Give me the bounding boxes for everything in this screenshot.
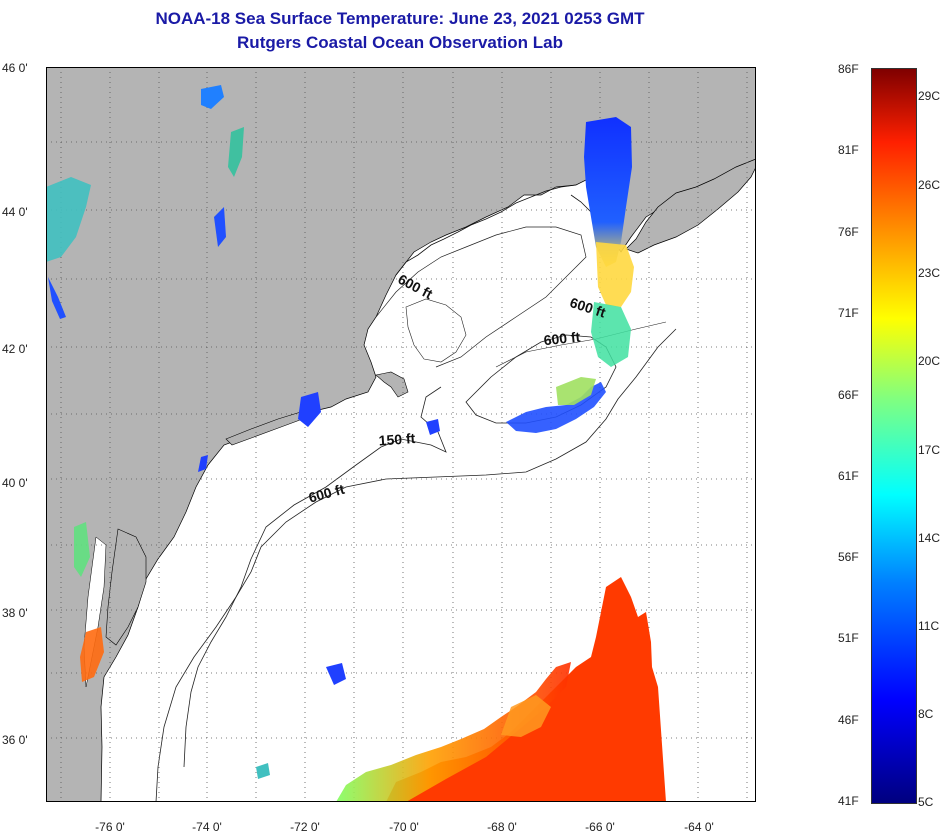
sst-nova-scotia-edge: [596, 242, 634, 307]
contour-600ft-south: [155, 328, 677, 802]
colorbar-f-label: 76F: [838, 225, 859, 239]
land-delmarva: [105, 528, 147, 646]
sst-block-island: [298, 392, 321, 427]
colorbar-c-label: 11C: [918, 619, 940, 633]
colorbar-c-label: 17C: [918, 443, 941, 457]
lat-label-40: 40 0': [2, 476, 28, 490]
sst-georges-bank: [506, 382, 606, 433]
contour-inner-gulf: [405, 298, 467, 363]
colorbar-c-label: 26C: [918, 178, 941, 192]
lon-label-76: -76 0': [95, 820, 125, 834]
sst-speck-3: [256, 763, 270, 779]
sst-western-streak: [48, 277, 66, 319]
colorbar-c-label: 5C: [918, 795, 934, 809]
colorbar-f-label: 81F: [838, 143, 859, 157]
sst-map: 600 ft 600 ft 600 ft 150 ft 600 ft: [46, 67, 756, 802]
sst-fundy-cold: [584, 117, 632, 267]
lon-label-70: -70 0': [389, 820, 419, 834]
colorbar-c-label: 23C: [918, 266, 941, 280]
sst-gulf-stream: [386, 577, 666, 802]
colorbar-c-label: 14C: [918, 531, 941, 545]
contour-label-3: 600 ft: [543, 329, 581, 349]
contour-georges-bank: [465, 334, 617, 424]
colorbar-f-label: 61F: [838, 469, 859, 483]
lat-label-38: 38 0': [2, 606, 28, 620]
map-title: NOAA-18 Sea Surface Temperature: June 23…: [155, 9, 645, 28]
sst-patches: [46, 85, 666, 802]
gulf-of-maine-shelf: [375, 226, 587, 368]
colorbar-f-label: 51F: [838, 631, 859, 645]
colorbar-f-label: 66F: [838, 388, 859, 402]
sst-speck-4: [198, 455, 208, 472]
lat-label-44: 44 0': [2, 205, 28, 219]
sst-western-edge: [46, 177, 91, 262]
lon-label-74: -74 0': [192, 820, 222, 834]
colorbar-c-label: 20C: [918, 354, 941, 368]
sst-scotian-shelf: [591, 302, 631, 367]
colorbar-f-label: 46F: [838, 713, 859, 727]
lon-label-64: -64 0': [684, 820, 714, 834]
sst-lake-patch-3: [214, 207, 226, 247]
sst-lake-patch-1: [201, 85, 224, 109]
lat-label-36: 36 0': [2, 733, 28, 747]
contour-shelf-line: [495, 321, 667, 368]
colorbar-f-label: 86F: [838, 62, 859, 76]
sst-chesapeake: [80, 627, 104, 682]
lon-label-68: -68 0': [487, 820, 517, 834]
sst-georges-warm: [556, 377, 596, 405]
sst-orange-streaks: [501, 695, 551, 737]
sst-lake-patch-2: [228, 127, 244, 177]
colorbar-f-label: 71F: [838, 306, 859, 320]
sst-speck-1: [326, 663, 346, 685]
lat-label-42: 42 0': [2, 342, 28, 356]
contour-label-4: 150 ft: [378, 430, 416, 449]
sst-gulf-stream-edge: [336, 662, 571, 802]
contour-150ft: [183, 386, 447, 768]
lon-label-66: -66 0': [585, 820, 615, 834]
lon-label-72: -72 0': [290, 820, 320, 834]
map-subtitle: Rutgers Coastal Ocean Observation Lab: [237, 33, 563, 52]
land-cape-cod: [375, 371, 409, 398]
colorbar-c-label: 8C: [918, 707, 934, 721]
map-border: [46, 67, 756, 802]
grid-lines: [46, 67, 756, 802]
coastline-detail: [395, 184, 592, 276]
colorbar-f-label: 41F: [838, 794, 859, 808]
sst-delaware: [74, 522, 90, 577]
colorbar-c-label: 29C: [918, 89, 941, 103]
lat-label-46: 46 0': [2, 61, 28, 75]
colorbar-f-label: 56F: [838, 550, 859, 564]
temperature-colorbar: [871, 68, 917, 804]
sst-speck-2: [426, 419, 440, 435]
